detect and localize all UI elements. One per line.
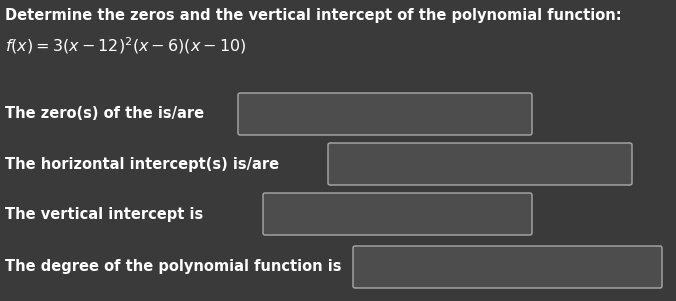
Text: $f(x)=3(x-12)^{2}(x-6)(x-10)$: $f(x)=3(x-12)^{2}(x-6)(x-10)$ <box>5 35 247 56</box>
Text: The vertical intercept is: The vertical intercept is <box>5 206 203 222</box>
FancyBboxPatch shape <box>263 193 532 235</box>
Text: The degree of the polynomial function is: The degree of the polynomial function is <box>5 259 341 275</box>
FancyBboxPatch shape <box>328 143 632 185</box>
Text: The horizontal intercept(s) is/are: The horizontal intercept(s) is/are <box>5 157 279 172</box>
FancyBboxPatch shape <box>238 93 532 135</box>
FancyBboxPatch shape <box>353 246 662 288</box>
Text: The zero(s) of the is/are: The zero(s) of the is/are <box>5 107 204 122</box>
Text: Determine the zeros and the vertical intercept of the polynomial function:: Determine the zeros and the vertical int… <box>5 8 622 23</box>
